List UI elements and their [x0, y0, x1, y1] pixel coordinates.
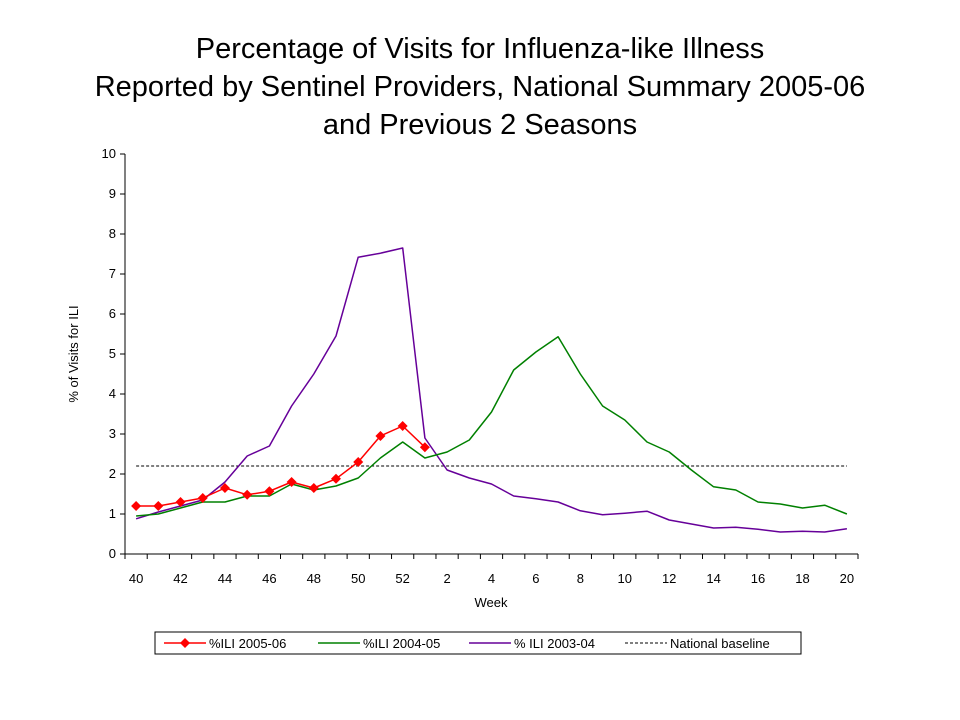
chart-title-line-3: and Previous 2 Seasons: [322, 109, 638, 141]
x-axis-ticks: 40 42 44 46 48 50 52 2 4 6 8 10 12 14 16 18 20: [124, 554, 859, 586]
x-tick-label: 50: [351, 571, 365, 586]
chart-axes: [124, 154, 858, 555]
series-line-2: [135, 247, 848, 533]
legend-label-2003-04: % ILI 2003-04: [514, 636, 595, 651]
x-tick-label: 4: [488, 571, 495, 586]
x-tick-label: 12: [662, 571, 676, 586]
legend-label-2004-05: %ILI 2004-05: [363, 636, 440, 651]
series-point-0: [419, 442, 430, 453]
x-tick-label: 52: [395, 571, 409, 586]
y-tick-label: 1: [109, 506, 116, 521]
series-point-0: [353, 457, 364, 467]
series-point-0: [286, 477, 297, 487]
x-tick-label: 40: [129, 571, 143, 586]
series-point-0: [197, 493, 208, 503]
x-tick-label: 18: [795, 571, 809, 586]
chart-title-line-1: Percentage of Visits for Influenza-like …: [195, 33, 765, 65]
y-tick-label: 0: [109, 546, 116, 561]
legend-label-baseline: National baseline: [670, 636, 770, 651]
series-point-0: [331, 473, 342, 484]
y-tick-label: 7: [109, 266, 116, 281]
x-axis-label: Week: [475, 595, 508, 610]
series-point-0: [308, 483, 319, 493]
x-tick-label: 10: [618, 571, 632, 586]
series-point-0: [153, 501, 164, 511]
x-tick-label: 42: [173, 571, 187, 586]
series-point-0: [242, 489, 253, 500]
x-tick-label: 20: [840, 571, 854, 586]
y-axis-ticks: 0 1 2 3 4 5 6 7 8 9 10: [102, 146, 125, 561]
x-tick-label: 8: [577, 571, 584, 586]
x-tick-label: 46: [262, 571, 276, 586]
chart-title-line-2: Reported by Sentinel Providers, National…: [94, 71, 866, 103]
y-tick-label: 3: [109, 426, 116, 441]
series-line-1: [136, 336, 848, 517]
series-point-0: [375, 431, 386, 441]
x-tick-label: 14: [706, 571, 720, 586]
series-point-0: [131, 501, 142, 511]
series-point-0: [175, 497, 186, 507]
series-lines: [131, 247, 848, 533]
x-tick-label: 6: [532, 571, 539, 586]
legend-marker-2005-06: [180, 638, 190, 648]
series-point-0: [264, 486, 275, 497]
x-tick-label: 44: [218, 571, 232, 586]
series-point-0: [219, 483, 230, 493]
chart-title: Percentage of Visits for Influenza-like …: [0, 30, 960, 144]
x-tick-label: 2: [443, 571, 450, 586]
y-tick-label: 5: [109, 346, 116, 361]
y-tick-label: 10: [102, 146, 116, 161]
legend-label-2005-06: %ILI 2005-06: [209, 636, 286, 651]
y-tick-label: 4: [109, 386, 116, 401]
x-tick-label: 48: [307, 571, 321, 586]
y-tick-label: 9: [109, 186, 116, 201]
y-tick-label: 8: [109, 226, 116, 241]
y-axis-label: % of Visits for ILI: [66, 305, 81, 402]
series-point-0: [397, 421, 408, 431]
legend: %ILI 2005-06 %ILI 2004-05 % ILI 2003-04 …: [154, 631, 802, 655]
x-tick-label: 16: [751, 571, 765, 586]
y-tick-label: 2: [109, 466, 116, 481]
y-tick-label: 6: [109, 306, 116, 321]
